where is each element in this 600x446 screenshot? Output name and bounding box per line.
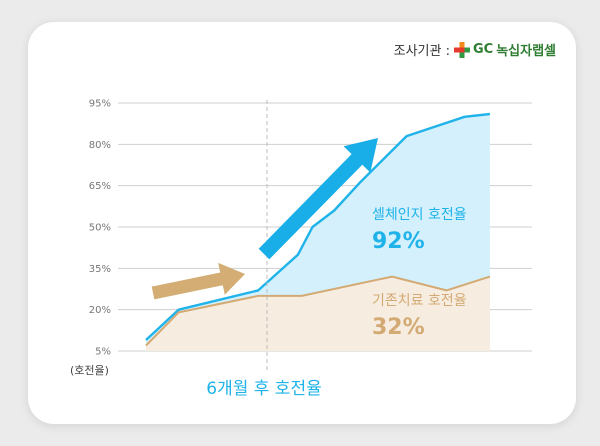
- survey-org-name: 녹십자랩셀: [496, 44, 556, 59]
- cross-logo-icon: [453, 41, 470, 58]
- survey-org: GC 녹십자랩셀: [453, 40, 556, 59]
- y-tick-label: 35%: [89, 264, 111, 275]
- series-areas: [145, 112, 491, 351]
- y-tick-label: 50%: [89, 223, 111, 234]
- marker-caption: 6개월 후 호전율: [206, 379, 321, 399]
- survey-source: 조사기관 : GC 녹십자랩셀: [394, 40, 556, 59]
- blue-trend-arrow: [258, 138, 378, 260]
- cell-series-line: [145, 112, 491, 341]
- y-axis-label: (호전율): [70, 364, 109, 377]
- y-tick-label: 80%: [89, 140, 111, 151]
- y-tick-label: 5%: [95, 347, 111, 358]
- cell-series-name: 셀체인지 호전율: [372, 207, 467, 223]
- y-tick-labels: 95% 80% 65% 50% 35% 20% 5%: [89, 99, 111, 358]
- survey-label: 조사기관 :: [393, 44, 450, 59]
- cell-series-value: 92%: [372, 229, 425, 254]
- conv-series-name: 기존치료 호전율: [372, 293, 467, 309]
- y-tick-label: 65%: [89, 181, 111, 192]
- conv-series-value: 32%: [372, 315, 425, 340]
- survey-org-gc: GC: [472, 42, 494, 57]
- tan-trend-arrow: [151, 262, 245, 300]
- conv-series-area: [146, 276, 490, 351]
- y-tick-label: 20%: [89, 305, 111, 316]
- y-tick-label: 95%: [89, 99, 111, 110]
- trend-arrows: [151, 138, 378, 300]
